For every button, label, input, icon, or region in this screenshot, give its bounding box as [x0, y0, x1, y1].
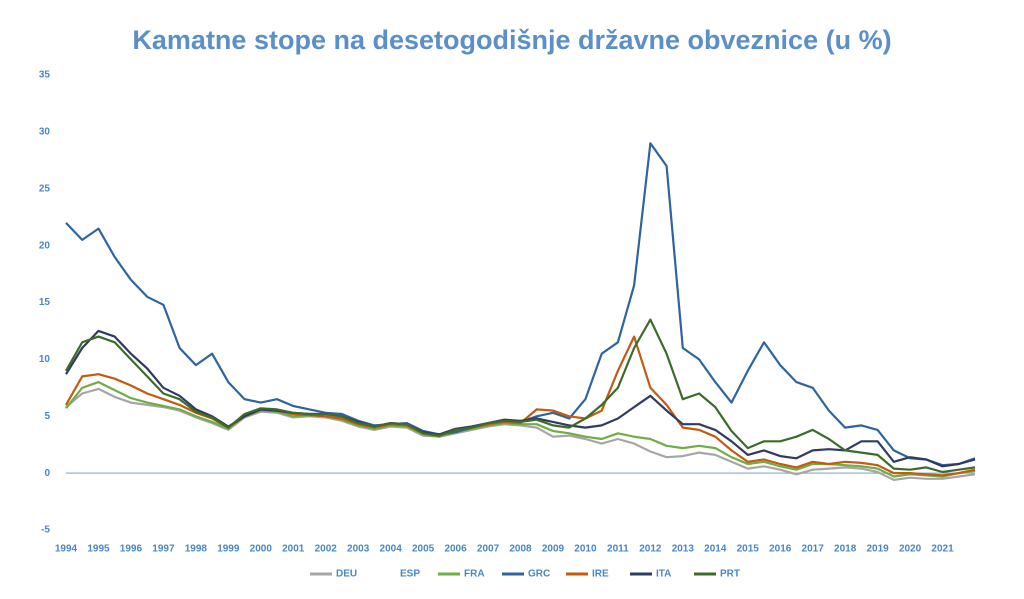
series-line: [65, 335, 976, 477]
x-tick-label: 2020: [899, 544, 922, 555]
x-tick-label: 2008: [509, 544, 532, 555]
legend-label: GRC: [528, 569, 550, 580]
x-tick-label: 1995: [87, 544, 110, 555]
legend-label: ITA: [656, 569, 671, 580]
x-tick-label: 2009: [542, 544, 565, 555]
series-line: [65, 318, 976, 474]
y-tick-label: 25: [39, 183, 51, 194]
x-tick-label: 2013: [672, 544, 695, 555]
series-line: [65, 387, 976, 481]
chart-title: Kamatne stope na desetogodišnje državne …: [132, 25, 891, 55]
x-tick-label: 2021: [931, 544, 954, 555]
y-tick-label: 0: [44, 468, 50, 479]
legend-label: FRA: [464, 569, 485, 580]
x-tick-label: 1994: [55, 544, 78, 555]
x-tick-label: 2006: [444, 544, 467, 555]
y-tick-label: 15: [39, 297, 51, 308]
x-tick-label: 2007: [477, 544, 500, 555]
x-tick-label: 2018: [834, 544, 857, 555]
x-tick-label: 2002: [315, 544, 338, 555]
y-tick-label: 5: [44, 411, 50, 422]
x-tick-label: 2017: [802, 544, 825, 555]
legend-label: ESP: [400, 569, 420, 580]
legend-label: IRE: [592, 569, 609, 580]
x-tick-label: 2015: [737, 544, 760, 555]
x-tick-label: 2016: [769, 544, 792, 555]
y-tick-label: 20: [39, 240, 51, 251]
x-tick-label: 2005: [412, 544, 435, 555]
x-tick-label: 2001: [282, 544, 305, 555]
x-tick-label: 1998: [185, 544, 208, 555]
x-tick-label: 1997: [152, 544, 175, 555]
y-tick-label: 35: [39, 70, 51, 81]
x-tick-label: 2003: [347, 544, 370, 555]
x-tick-label: 2011: [607, 544, 629, 555]
y-tick-label: 30: [39, 127, 51, 138]
y-tick-label: 10: [39, 354, 51, 365]
x-tick-label: 2012: [639, 544, 662, 555]
x-tick-label: 2019: [866, 544, 889, 555]
x-tick-label: 2014: [704, 544, 727, 555]
x-tick-label: 1996: [120, 544, 143, 555]
legend-label: DEU: [336, 569, 357, 580]
y-tick-label: -5: [41, 525, 50, 536]
x-tick-label: 1999: [217, 544, 240, 555]
legend-label: PRT: [720, 569, 740, 580]
x-tick-label: 2010: [574, 544, 597, 555]
x-tick-label: 2000: [250, 544, 273, 555]
x-tick-label: 2004: [380, 544, 403, 555]
